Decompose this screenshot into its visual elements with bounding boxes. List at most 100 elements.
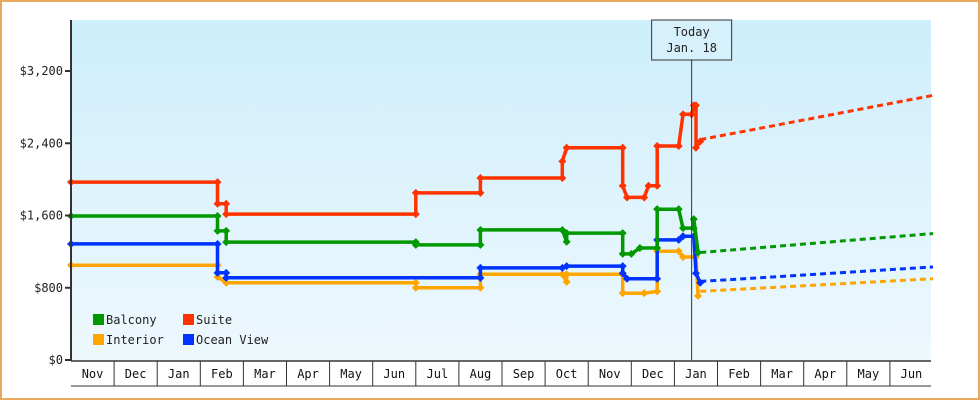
data-point-marker: [691, 143, 700, 152]
data-point-marker: [622, 274, 631, 283]
data-point-marker: [562, 262, 571, 271]
plot-area: [71, 20, 931, 360]
x-tick-label: Oct: [556, 367, 578, 381]
y-tick-label: $2,400: [20, 136, 63, 150]
data-point-marker: [640, 289, 649, 298]
data-point-marker: [653, 205, 662, 214]
data-point-marker: [411, 283, 420, 292]
x-tick-label: Dec: [642, 367, 664, 381]
x-tick-label: Nov: [599, 367, 621, 381]
y-tick-label: $0: [49, 353, 63, 367]
data-point-marker: [674, 141, 683, 150]
data-point-marker: [213, 272, 222, 281]
data-point-marker: [213, 239, 222, 248]
data-point-marker: [222, 210, 231, 219]
x-tick-label: Aug: [470, 367, 492, 381]
data-point-marker: [411, 188, 420, 197]
x-tick-label: Jan: [168, 367, 190, 381]
data-point-marker: [694, 248, 703, 257]
x-tick-label: Dec: [125, 367, 147, 381]
y-tick-label: $1,600: [20, 209, 63, 223]
x-tick-label: Jul: [427, 367, 449, 381]
x-tick-label: Apr: [297, 367, 319, 381]
data-point-marker: [674, 205, 683, 214]
data-point-marker: [213, 226, 222, 235]
data-point-marker: [222, 268, 231, 277]
data-point-marker: [222, 273, 231, 282]
x-tick-label: Feb: [728, 367, 750, 381]
y-axis: $0 $800 $1,600 $2,400 $3,200: [20, 20, 72, 367]
x-tick-label: May: [340, 367, 362, 381]
legend-label: Suite: [196, 313, 232, 327]
data-point-marker: [562, 270, 571, 279]
y-tick-label: $3,200: [20, 64, 63, 78]
data-point-marker: [618, 269, 627, 278]
legend-label: Balcony: [106, 313, 157, 327]
today-label: Today: [674, 25, 710, 39]
x-tick-label: Feb: [211, 367, 233, 381]
data-point-marker: [213, 211, 222, 220]
data-point-marker: [558, 270, 567, 279]
data-point-marker: [222, 278, 231, 287]
data-point-marker: [222, 238, 231, 247]
x-tick-label: Mar: [771, 367, 793, 381]
x-tick-label: Jun: [383, 367, 405, 381]
data-point-marker: [618, 229, 627, 238]
legend-swatch: [93, 334, 104, 345]
x-axis: Nov Dec Jan Feb Mar Apr May Jun Jul Aug Sep Oct Nov D…: [71, 360, 931, 387]
forecast-line: [700, 277, 934, 293]
data-point-marker: [691, 269, 700, 278]
data-point-marker: [562, 237, 571, 246]
data-point-marker: [618, 181, 627, 190]
data-point-marker: [213, 199, 222, 208]
data-point-marker: [679, 224, 688, 233]
series-balcony: [67, 205, 934, 258]
data-point-marker: [618, 289, 627, 298]
data-point-marker: [679, 110, 688, 119]
data-point-marker: [618, 262, 627, 271]
data-point-marker: [679, 232, 688, 241]
data-point-marker: [562, 277, 571, 286]
data-point-marker: [653, 244, 662, 253]
legend: Balcony Suite Interior Ocean View: [93, 313, 269, 347]
x-tick-label: Jun: [901, 367, 923, 381]
today-marker: Today Jan. 18: [651, 19, 733, 360]
data-point-marker: [411, 240, 420, 249]
legend-swatch: [183, 314, 194, 325]
data-point-marker: [476, 283, 485, 292]
forecast-line: [700, 232, 934, 255]
data-point-marker: [653, 181, 662, 190]
forecast-line: [700, 265, 934, 283]
data-point-marker: [622, 193, 631, 202]
data-point-marker: [618, 249, 627, 258]
legend-swatch: [93, 314, 104, 325]
today-label-box: [651, 19, 733, 61]
legend-label: Interior: [106, 333, 164, 347]
data-point-marker: [653, 287, 662, 296]
data-point-marker: [558, 157, 567, 166]
data-point-marker: [222, 226, 231, 235]
data-point-marker: [653, 274, 662, 283]
x-tick-label: May: [858, 367, 880, 381]
data-point-marker: [411, 278, 420, 287]
data-point-marker: [222, 199, 231, 208]
data-point-marker: [691, 101, 700, 110]
x-tick-label: Jan: [685, 367, 707, 381]
data-point-marker: [476, 225, 485, 234]
data-point-marker: [562, 143, 571, 152]
today-date: Jan. 18: [666, 41, 717, 55]
data-point-marker: [694, 291, 703, 300]
data-point-marker: [635, 244, 644, 253]
x-tick-label: Nov: [82, 367, 104, 381]
data-point-marker: [679, 253, 688, 262]
data-point-marker: [640, 193, 649, 202]
y-tick-label: $800: [34, 281, 63, 295]
data-point-marker: [562, 229, 571, 238]
data-point-marker: [476, 174, 485, 183]
data-point-marker: [653, 141, 662, 150]
legend-label: Ocean View: [196, 333, 269, 347]
data-point-marker: [411, 210, 420, 219]
x-tick-label: Sep: [513, 367, 535, 381]
data-point-marker: [618, 143, 627, 152]
